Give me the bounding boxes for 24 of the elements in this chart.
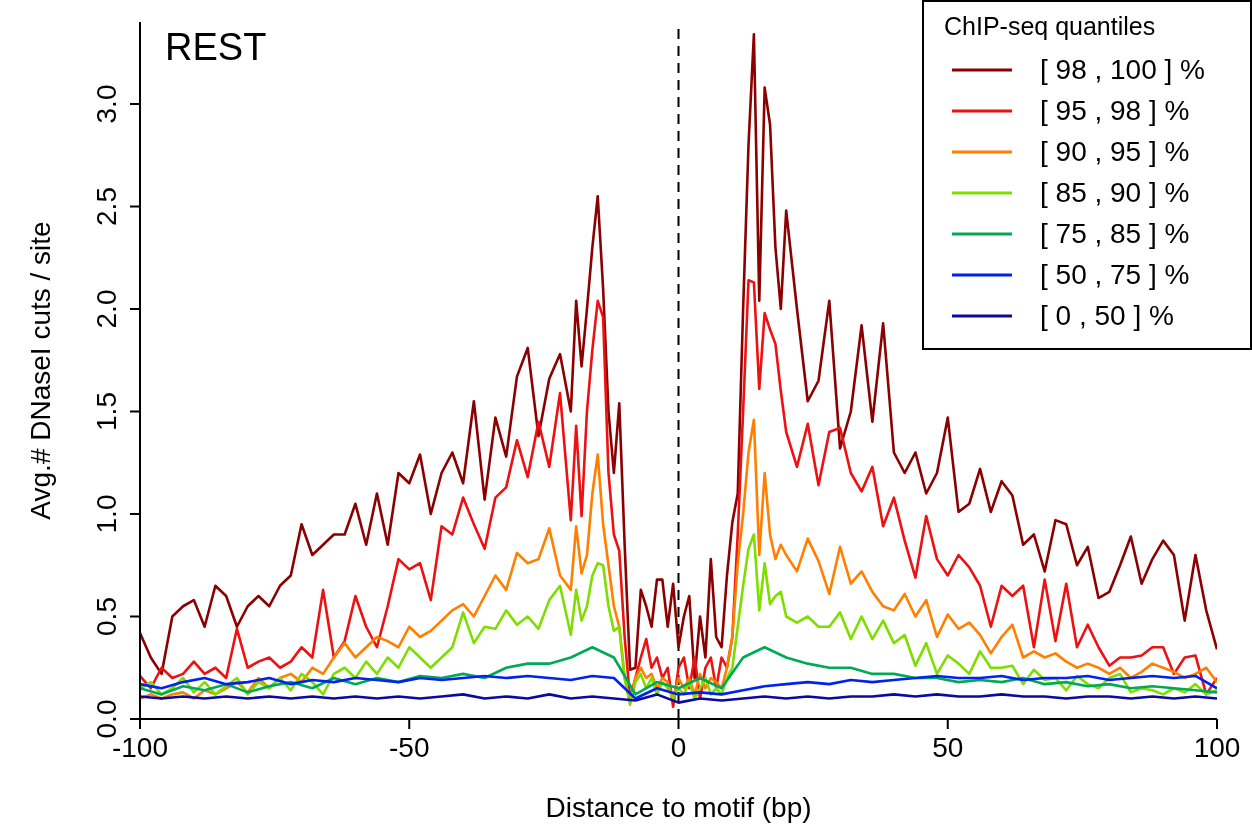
- x-tick-label: 100: [1193, 732, 1241, 763]
- line-series: [140, 674, 1217, 700]
- x-tick-label: 0: [670, 732, 687, 763]
- legend-label: [ 95 , 98 ] %: [1040, 94, 1190, 127]
- line-series: [140, 693, 1217, 704]
- legend-label: [ 90 , 95 ] %: [1040, 135, 1190, 168]
- y-tick-label: 0.5: [91, 597, 122, 636]
- legend-title: ChIP-seq quantiles: [944, 12, 1157, 41]
- y-tick-label: 2.0: [91, 289, 122, 329]
- y-tick-label: 1.0: [91, 494, 122, 534]
- chart-title: REST: [165, 26, 267, 68]
- y-tick-label: 3.0: [91, 84, 122, 124]
- y-tick-label: 1.5: [91, 392, 122, 431]
- legend-label: [ 0 , 50 ] %: [1040, 299, 1174, 332]
- legend-label: [ 85 , 90 ] %: [1040, 176, 1190, 209]
- x-axis-title: Distance to motif (bp): [545, 792, 812, 823]
- line-series: [140, 645, 1217, 696]
- legend-label: [ 50 , 75 ] %: [1040, 258, 1190, 291]
- legend-label: [ 75 , 85 ] %: [1040, 217, 1190, 250]
- x-tick-label: 50: [932, 732, 964, 763]
- y-axis-title: Avg.# DNaseI cuts / site: [24, 221, 56, 520]
- x-tick-label: -50: [389, 732, 430, 763]
- legend-label: [ 98 , 100 ] %: [1040, 53, 1205, 86]
- y-tick-label: 2.5: [91, 187, 122, 226]
